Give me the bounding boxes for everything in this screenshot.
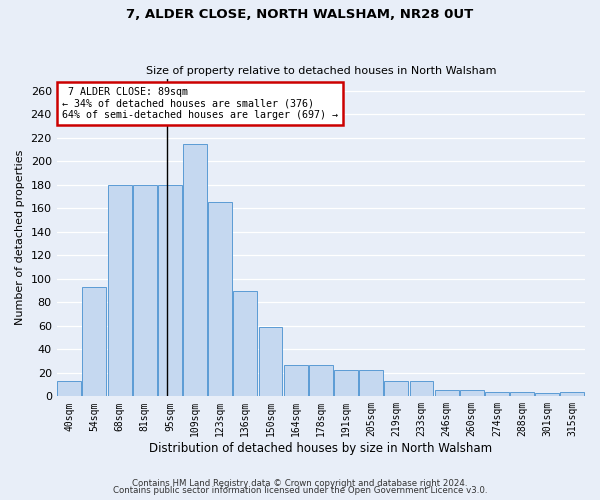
Text: 7 ALDER CLOSE: 89sqm
← 34% of detached houses are smaller (376)
64% of semi-deta: 7 ALDER CLOSE: 89sqm ← 34% of detached h…: [62, 87, 338, 120]
Bar: [57, 381, 81, 396]
Bar: [259, 327, 283, 396]
Bar: [309, 364, 333, 396]
Text: Contains public sector information licensed under the Open Government Licence v3: Contains public sector information licen…: [113, 486, 487, 495]
Bar: [158, 185, 182, 396]
Bar: [410, 381, 433, 396]
Y-axis label: Number of detached properties: Number of detached properties: [15, 150, 25, 326]
Bar: [560, 392, 584, 396]
Bar: [510, 392, 534, 396]
Text: 7, ALDER CLOSE, NORTH WALSHAM, NR28 0UT: 7, ALDER CLOSE, NORTH WALSHAM, NR28 0UT: [127, 8, 473, 20]
Bar: [233, 290, 257, 397]
Bar: [133, 185, 157, 396]
Bar: [359, 370, 383, 396]
Bar: [334, 370, 358, 396]
Text: Contains HM Land Registry data © Crown copyright and database right 2024.: Contains HM Land Registry data © Crown c…: [132, 478, 468, 488]
Bar: [460, 390, 484, 396]
Bar: [535, 393, 559, 396]
Bar: [385, 381, 408, 396]
Bar: [208, 202, 232, 396]
Bar: [107, 185, 131, 396]
X-axis label: Distribution of detached houses by size in North Walsham: Distribution of detached houses by size …: [149, 442, 493, 455]
Bar: [284, 364, 308, 396]
Bar: [82, 287, 106, 397]
Bar: [183, 144, 207, 396]
Bar: [434, 390, 458, 396]
Bar: [485, 392, 509, 396]
Title: Size of property relative to detached houses in North Walsham: Size of property relative to detached ho…: [146, 66, 496, 76]
